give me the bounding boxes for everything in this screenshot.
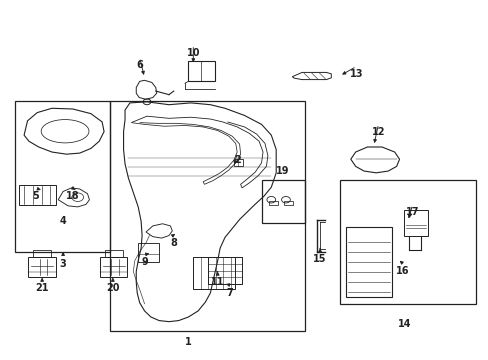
- Text: 19: 19: [275, 166, 289, 176]
- Bar: [33, 250, 51, 257]
- Bar: [261, 180, 305, 223]
- Bar: [138, 243, 158, 262]
- Text: 15: 15: [313, 254, 326, 264]
- Text: 13: 13: [349, 69, 363, 79]
- Text: 16: 16: [395, 266, 409, 276]
- Text: 18: 18: [66, 191, 80, 201]
- Text: 11: 11: [210, 277, 224, 287]
- Text: 2: 2: [233, 155, 240, 165]
- Bar: [105, 250, 122, 257]
- Text: 3: 3: [60, 259, 66, 269]
- Text: 14: 14: [397, 319, 410, 329]
- Bar: [15, 101, 110, 252]
- Text: 12: 12: [371, 127, 385, 136]
- Text: 10: 10: [186, 48, 200, 58]
- Bar: [19, 185, 56, 205]
- Text: 5: 5: [32, 191, 39, 201]
- Text: 9: 9: [141, 257, 147, 267]
- Bar: [207, 257, 242, 284]
- Bar: [404, 210, 427, 235]
- Bar: [193, 257, 234, 289]
- Bar: [345, 226, 391, 297]
- Text: 1: 1: [184, 337, 191, 347]
- Bar: [339, 180, 475, 304]
- Text: 21: 21: [35, 283, 49, 293]
- Bar: [28, 257, 56, 277]
- Bar: [100, 257, 127, 277]
- Bar: [188, 60, 215, 81]
- Text: 8: 8: [170, 238, 177, 248]
- Text: 7: 7: [226, 288, 233, 298]
- Bar: [110, 101, 305, 330]
- Bar: [269, 201, 278, 205]
- Text: 17: 17: [405, 207, 419, 217]
- Text: 4: 4: [60, 216, 66, 226]
- Text: 20: 20: [106, 283, 120, 293]
- Text: 6: 6: [136, 60, 143, 70]
- Bar: [233, 159, 242, 166]
- Bar: [284, 201, 292, 205]
